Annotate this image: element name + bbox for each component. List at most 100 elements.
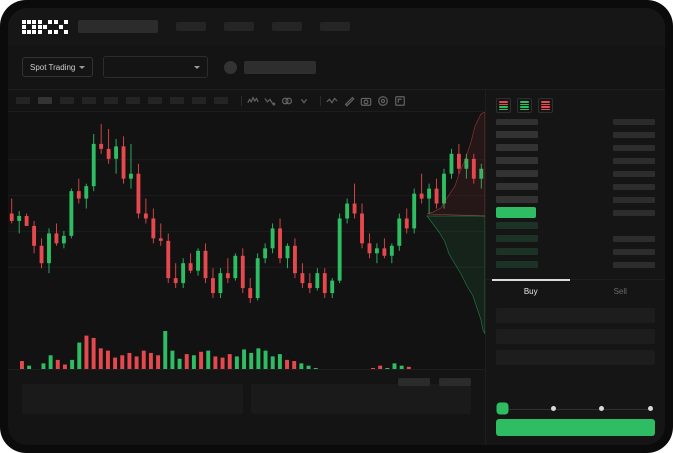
bottom-panel-0 — [22, 384, 243, 414]
order-book[interactable] — [486, 117, 665, 273]
line-chart-icon[interactable] — [326, 95, 338, 107]
order-entry-form — [486, 302, 665, 399]
orderbook-bid-row[interactable] — [496, 260, 655, 269]
app-screen: Spot Trading — [8, 8, 665, 445]
nav-item-0[interactable] — [176, 22, 206, 31]
bid-price — [496, 261, 538, 268]
timeframe-button-5[interactable] — [126, 97, 140, 104]
bid-amount — [613, 248, 655, 255]
nav-item-1[interactable] — [224, 22, 254, 31]
chevron-down-icon — [79, 65, 86, 69]
orderbook-both-icon[interactable] — [496, 98, 511, 113]
price-chart-panel[interactable] — [8, 112, 485, 383]
bottom-action-1[interactable] — [439, 378, 471, 386]
orderbook-bid-row[interactable] — [496, 247, 655, 256]
chevron-down-icon[interactable] — [298, 95, 310, 107]
tab-sell[interactable]: Sell — [576, 280, 666, 302]
indicator-icon[interactable] — [247, 95, 259, 107]
chart-toolbar — [8, 90, 485, 112]
ask-price — [496, 144, 538, 151]
chart-type-icon[interactable] — [264, 95, 276, 107]
search-input[interactable] — [78, 20, 158, 33]
orderbook-ask-row[interactable] — [496, 195, 655, 204]
draw-tool-icon[interactable] — [343, 95, 355, 107]
ask-price — [496, 131, 538, 138]
order-total-field[interactable] — [496, 350, 655, 365]
timeframe-button-8[interactable] — [192, 97, 206, 104]
order-amount-slider[interactable] — [486, 404, 665, 413]
orderbook-ask-row[interactable] — [496, 143, 655, 152]
compare-icon[interactable] — [281, 95, 293, 107]
orderbook-ask-row[interactable] — [496, 130, 655, 139]
bottom-action-0[interactable] — [398, 378, 430, 386]
market-type-dropdown[interactable]: Spot Trading — [22, 57, 94, 77]
okx-logo[interactable] — [22, 19, 68, 34]
timeframe-button-0[interactable] — [16, 97, 30, 104]
orderbook-ask-row[interactable] — [496, 182, 655, 191]
bid-amount — [613, 261, 655, 268]
order-price-field[interactable] — [496, 308, 655, 323]
timeframe-button-9[interactable] — [214, 97, 228, 104]
timeframe-button-2[interactable] — [60, 97, 74, 104]
bottom-content-panels — [8, 378, 485, 414]
timeframe-button-1[interactable] — [38, 97, 52, 104]
orderbook-column-amount — [613, 119, 655, 125]
logo-glyph-k — [38, 19, 52, 34]
orderbook-ask-row[interactable] — [496, 169, 655, 178]
timeframe-button-6[interactable] — [148, 97, 162, 104]
slider-node-1[interactable] — [550, 406, 556, 411]
last-price-value — [244, 60, 317, 74]
toolbar-divider — [241, 95, 242, 106]
bottom-panel-1 — [250, 384, 471, 414]
ask-price — [496, 196, 538, 203]
orderbook-bid-row[interactable] — [496, 221, 655, 230]
camera-icon[interactable] — [360, 95, 372, 107]
trading-pair-select[interactable] — [103, 56, 209, 78]
orderbook-ask-row[interactable] — [496, 156, 655, 165]
timeframe-button-7[interactable] — [170, 97, 184, 104]
toolbar-divider — [320, 95, 321, 106]
orderbook-bids-icon[interactable] — [517, 98, 532, 113]
fullscreen-icon[interactable] — [394, 95, 406, 107]
top-navigation-bar — [8, 8, 665, 45]
tab-buy[interactable]: Buy — [486, 279, 576, 302]
orderbook-asks-icon[interactable] — [538, 98, 553, 113]
bottom-tab-bar — [8, 370, 485, 386]
bid-price — [496, 222, 538, 229]
chevron-down-icon — [194, 65, 201, 69]
tab-sell-label: Sell — [613, 287, 627, 296]
market-ticker-bar: Spot Trading — [8, 45, 665, 90]
bottom-orders-section — [8, 369, 485, 445]
settings-icon[interactable] — [377, 95, 389, 107]
market-type-label: Spot Trading — [30, 62, 76, 72]
order-amount-field[interactable] — [496, 329, 655, 344]
current-price-amount — [613, 209, 655, 216]
ask-amount — [613, 144, 655, 151]
market-depth-overlay — [426, 112, 485, 334]
nav-item-3[interactable] — [320, 22, 350, 31]
tab-buy-label: Buy — [523, 287, 538, 296]
orderbook-column-price — [496, 119, 538, 125]
timeframe-button-4[interactable] — [104, 97, 118, 104]
current-price-value — [496, 207, 536, 218]
bid-price — [496, 235, 538, 242]
ask-amount — [613, 183, 655, 190]
orderbook-mode-switcher — [486, 90, 665, 117]
orderbook-bid-row[interactable] — [496, 234, 655, 243]
orderbook-header — [496, 119, 655, 125]
buy-sell-tab-bar: Buy Sell — [486, 279, 665, 302]
bid-amount — [613, 235, 655, 242]
slider-node-3[interactable] — [648, 406, 654, 411]
last-price-group — [224, 60, 317, 74]
place-order-button[interactable] — [496, 419, 655, 436]
slider-node-2[interactable] — [599, 406, 605, 411]
nav-item-2[interactable] — [272, 22, 302, 31]
orderbook-trade-column: Buy Sell — [485, 90, 665, 445]
ask-price — [496, 157, 538, 164]
slider-node-0[interactable] — [498, 404, 507, 413]
logo-glyph-x — [54, 19, 68, 34]
timeframe-button-3[interactable] — [82, 97, 96, 104]
ask-amount — [613, 196, 655, 203]
candlestick-chart[interactable] — [8, 112, 485, 317]
